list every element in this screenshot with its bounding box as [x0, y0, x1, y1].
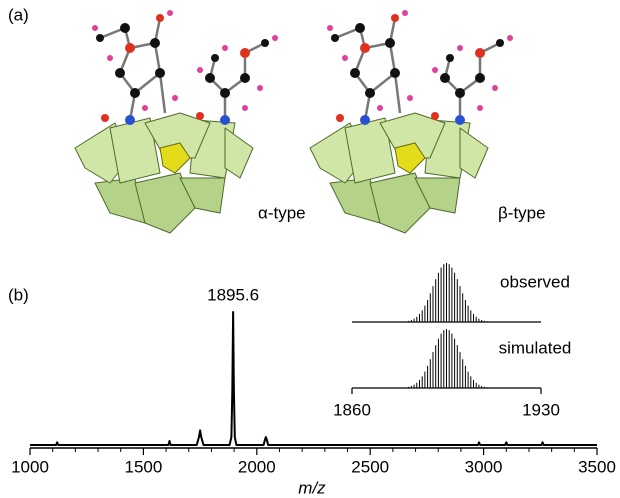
structure-label: α-type: [258, 203, 306, 222]
peak-label: 1895.6: [207, 285, 259, 304]
x-tick-label: 2000: [238, 457, 276, 476]
x-tick-label: 1000: [11, 457, 49, 476]
spectrum-line: [30, 312, 597, 445]
series-label: observed: [500, 272, 570, 291]
series-label: simulated: [499, 338, 572, 357]
panel-label: (b): [8, 285, 29, 304]
x-axis-label: m/z: [298, 478, 326, 497]
x-tick-label: 2500: [351, 457, 389, 476]
x-tick-label: 1860: [333, 400, 371, 419]
figure: (a) (b) α-type β-type m/z 1000 1500 2000 25…: [0, 0, 620, 498]
structure-label: β-type: [498, 203, 546, 222]
panel-label: (a): [8, 5, 29, 24]
x-tick-label: 1930: [522, 400, 560, 419]
x-tick-label: 3000: [465, 457, 503, 476]
x-tick-label: 3500: [578, 457, 616, 476]
x-tick-label: 1500: [124, 457, 162, 476]
alpha-structure: [75, 10, 278, 233]
beta-structure: [310, 10, 513, 233]
